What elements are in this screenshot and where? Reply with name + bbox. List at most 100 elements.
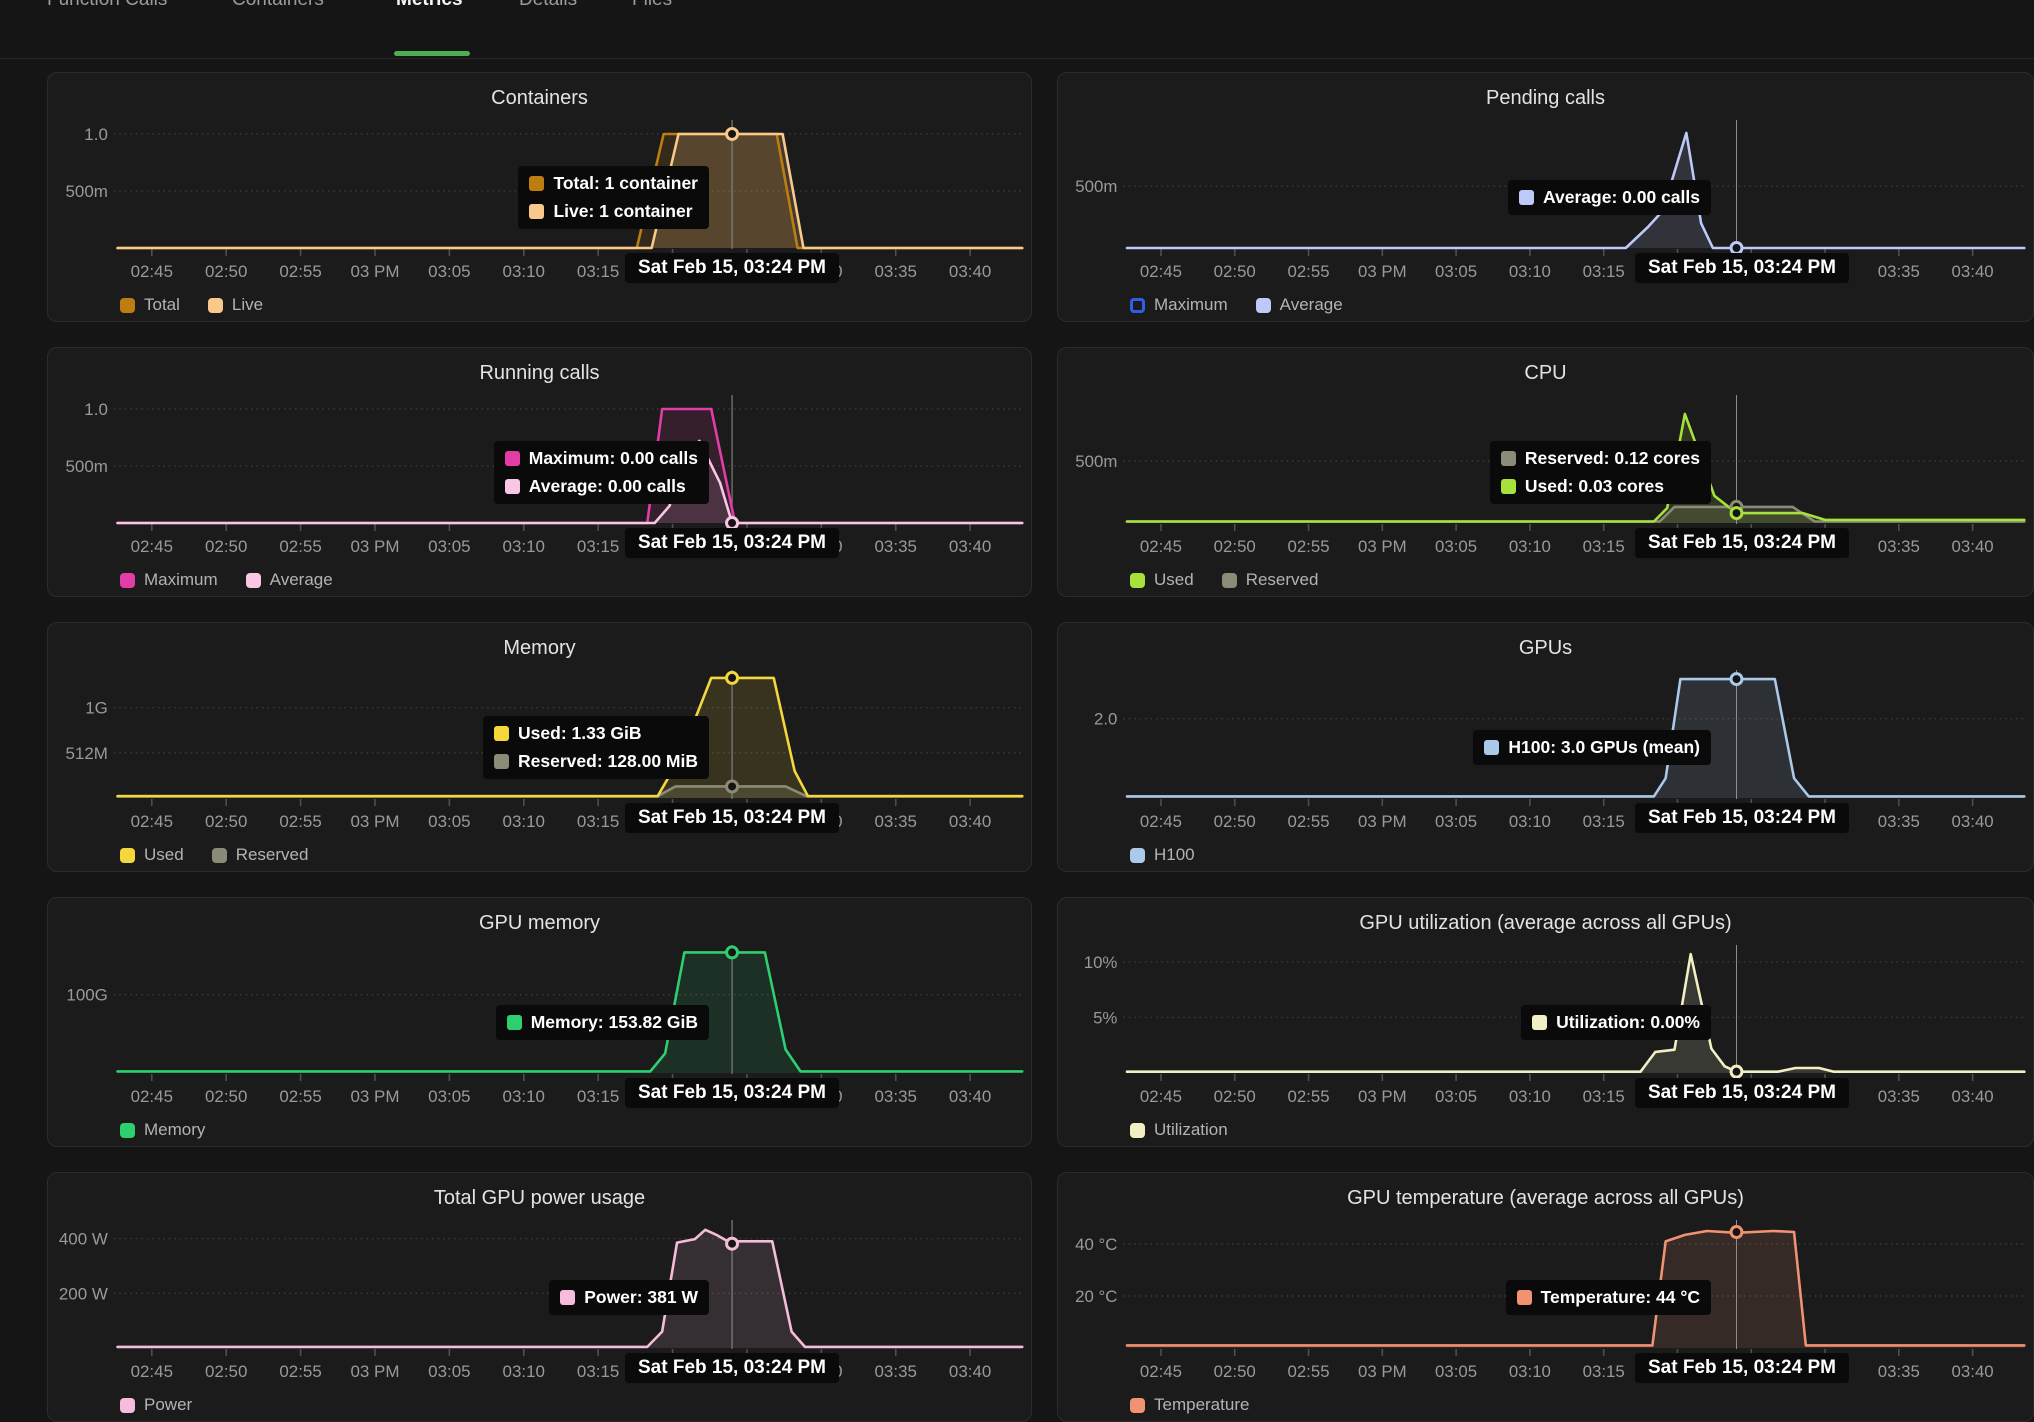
- legend-item-average[interactable]: Average: [245, 570, 333, 590]
- x-tick-label: 03:10: [503, 812, 545, 831]
- tooltip-value-text: Used: 0.03 cores: [1524, 476, 1664, 496]
- chart-title: Running calls: [479, 362, 600, 384]
- series-line-reserved: [116, 785, 1024, 798]
- series-tooltip: Maximum: 0.00 calls Average: 0.00 calls: [493, 441, 709, 504]
- tooltip-row: Temperature: 44 °C: [1516, 1287, 1700, 1308]
- legend-item-maximum[interactable]: Maximum: [1130, 295, 1228, 315]
- legend-item-h100[interactable]: H100: [1130, 845, 1195, 865]
- series-line-utilization: [1125, 952, 2026, 1073]
- chart-title: GPU utilization (average across all GPUs…: [1359, 912, 1732, 934]
- series-tooltip: Total: 1 container Live: 1 container: [518, 166, 709, 229]
- y-tick-label: 500m: [1075, 452, 1117, 471]
- legend-item-used[interactable]: Used: [120, 845, 184, 865]
- legend-swatch: [207, 297, 223, 313]
- tab-details[interactable]: Details: [519, 0, 577, 11]
- legend-item-live[interactable]: Live: [207, 295, 263, 315]
- x-tick-label: 03:35: [875, 1087, 917, 1106]
- y-tick-label: 1G: [85, 699, 108, 718]
- chart-plot[interactable]: 400 W 200 W 02:45 02:50 02:55 03 PM 03:05 03:10…: [48, 1173, 1031, 1422]
- tab-metrics[interactable]: Metrics: [396, 0, 463, 11]
- tooltip-row: Memory: 153.82 GiB: [506, 1012, 698, 1033]
- legend-item-temperature[interactable]: Temperature: [1130, 1395, 1249, 1415]
- chart-legend: H100: [1130, 845, 1195, 865]
- series-tooltip: Temperature: 44 °C: [1505, 1280, 1711, 1315]
- hover-point-marker: [725, 126, 740, 141]
- chart-plot[interactable]: 500m 02:45 02:50 02:55 03 PM 03:05 03:10 03:15 0…: [1058, 348, 2033, 597]
- legend-label: Maximum: [1154, 295, 1228, 314]
- x-tick-label: 02:50: [205, 1362, 247, 1381]
- legend-item-reserved[interactable]: Reserved: [211, 845, 309, 865]
- tooltip-value-text: Power: 381 W: [584, 1287, 698, 1307]
- legend-label: Reserved: [235, 845, 309, 864]
- x-tick-label: 03:35: [1878, 537, 1920, 556]
- tooltip-swatch: [494, 726, 510, 741]
- crosshair-date-tooltip: Sat Feb 15, 03:24 PM: [625, 1078, 839, 1108]
- tooltip-swatch: [1500, 451, 1516, 466]
- tooltip-value-text: Reserved: 128.00 MiB: [518, 751, 698, 771]
- legend-item-total[interactable]: Total: [120, 295, 180, 315]
- tooltip-value-text: Maximum: 0.00 calls: [528, 448, 698, 468]
- legend-item-memory[interactable]: Memory: [120, 1120, 205, 1140]
- legend-item-power[interactable]: Power: [120, 1395, 192, 1415]
- tab-containers[interactable]: Containers: [232, 0, 324, 11]
- legend-swatch: [120, 847, 135, 863]
- y-tick-label: 1.0: [84, 400, 108, 419]
- hover-point-marker: [1729, 506, 1744, 521]
- chart-card-containers: Containers 1.0 500m 02:45 02:50 02:55 03 PM 03…: [47, 72, 1032, 322]
- x-tick-label: 03 PM: [350, 262, 399, 281]
- chart-card-gpu-power: Total GPU power usage 400 W 200 W 02:45 02:…: [47, 1172, 1032, 1422]
- y-tick-label: 1.0: [84, 125, 108, 144]
- tab-files[interactable]: Files: [632, 0, 672, 11]
- x-tick-label: 02:50: [205, 262, 247, 281]
- x-tick-label: 03:35: [1878, 262, 1920, 281]
- x-tick-label: 03:40: [949, 1087, 991, 1106]
- x-tick-label: 03:15: [577, 1087, 619, 1106]
- legend-label: Utilization: [1154, 1120, 1228, 1139]
- legend-label: Used: [144, 845, 184, 864]
- chart-legend: Power: [120, 1395, 192, 1415]
- tooltip-value-text: Used: 1.33 GiB: [518, 723, 642, 743]
- hover-point-marker: [725, 670, 740, 685]
- tooltip-value-text: Utilization: 0.00%: [1556, 1012, 1700, 1032]
- legend-item-reserved[interactable]: Reserved: [1221, 570, 1318, 590]
- legend-item-maximum[interactable]: Maximum: [120, 570, 218, 590]
- chart-plot[interactable]: 1.0 500m 02:45 02:50 02:55 03 PM 03:05 03:10 03:…: [48, 348, 1031, 597]
- chart-title: GPU temperature (average across all GPUs…: [1347, 1187, 1744, 1209]
- chart-card-pending-calls: Pending calls 500m 02:45 02:50 02:55 03 PM 03…: [1057, 72, 2034, 322]
- chart-legend: Maximum Average: [1130, 295, 1343, 315]
- legend-item-utilization[interactable]: Utilization: [1130, 1120, 1228, 1140]
- x-tick-label: 03:10: [503, 1362, 545, 1381]
- x-tick-label: 02:50: [205, 812, 247, 831]
- legend-item-used[interactable]: Used: [1130, 570, 1194, 590]
- tooltip-row: Average: 0.00 calls: [504, 476, 698, 497]
- x-tick-label: 02:45: [1140, 537, 1182, 556]
- x-tick-label: 02:55: [1287, 537, 1329, 556]
- hover-point-marker: [1729, 241, 1744, 255]
- x-tick-label: 02:55: [1287, 1087, 1329, 1106]
- tab-function-calls[interactable]: Function Calls: [47, 0, 167, 11]
- x-tick-label: 03:05: [428, 1362, 470, 1381]
- chart-card-gpu-utilization: GPU utilization (average across all GPUs…: [1057, 897, 2034, 1147]
- tooltip-swatch: [504, 479, 520, 494]
- x-tick-label: 03 PM: [350, 1362, 399, 1381]
- x-tick-label: 03:15: [1583, 262, 1625, 281]
- x-tick-label: 03:35: [1878, 812, 1920, 831]
- chart-title: GPU memory: [478, 912, 601, 934]
- x-tick-label: 03:35: [875, 262, 917, 281]
- chart-title: CPU: [1524, 362, 1567, 384]
- x-tick-label: 03 PM: [350, 1087, 399, 1106]
- x-tick-label: 03:10: [503, 537, 545, 556]
- x-tick-label: 03 PM: [1358, 1087, 1407, 1106]
- x-tick-label: 02:55: [279, 1362, 321, 1381]
- y-tick-label: 500m: [1075, 177, 1117, 196]
- x-tick-label: 03:15: [1583, 812, 1625, 831]
- x-tick-label: 02:50: [1214, 262, 1256, 281]
- x-tick-label: 02:55: [1287, 262, 1329, 281]
- legend-item-average[interactable]: Average: [1255, 295, 1343, 315]
- legend-label: Temperature: [1154, 1395, 1250, 1414]
- x-tick-label: 03:15: [1583, 1362, 1625, 1381]
- y-tick-label: 512M: [65, 744, 107, 763]
- x-tick-label: 03:10: [1509, 812, 1551, 831]
- x-tick-label: 03:35: [1878, 1087, 1920, 1106]
- tooltip-row: Used: 0.03 cores: [1500, 476, 1700, 497]
